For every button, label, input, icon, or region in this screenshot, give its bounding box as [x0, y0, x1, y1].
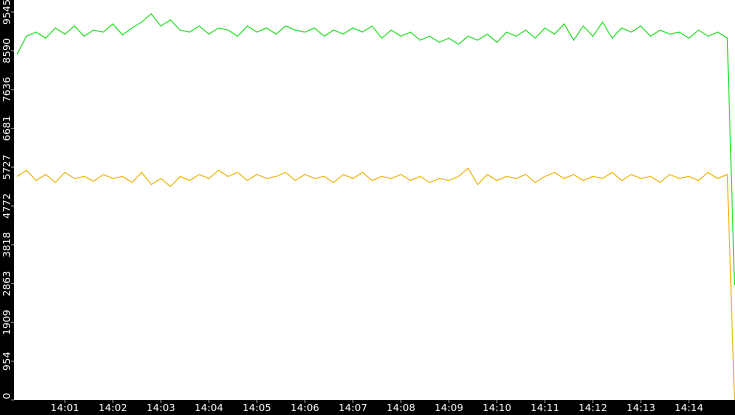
x-tick-label: 14:06: [290, 403, 319, 414]
x-tick-label: 14:11: [530, 403, 559, 414]
y-tick-label: 4772: [2, 193, 13, 218]
x-tick-label: 14:05: [242, 403, 271, 414]
x-tick-label: 14:13: [627, 403, 656, 414]
x-tick-label: 14:02: [98, 403, 127, 414]
y-tick-label: 7636: [2, 77, 13, 102]
y-tick-label: 9545: [2, 0, 13, 25]
x-tick-label: 14:10: [482, 403, 511, 414]
x-tick-label: 14:01: [50, 403, 79, 414]
y-tick-label: 1909: [2, 310, 13, 335]
y-tick-label: 6681: [2, 116, 13, 141]
x-tick-label: 14:14: [675, 403, 704, 414]
plot-area: [14, 0, 735, 400]
y-tick-label: 2863: [2, 271, 13, 296]
y-tick-label: 5727: [2, 154, 13, 179]
y-tick-label: 0: [2, 393, 13, 399]
x-tick-label: 14:04: [194, 403, 223, 414]
x-tick-label: 14:08: [386, 403, 415, 414]
y-tick-label: 954: [2, 352, 13, 371]
series-line: [16, 13, 735, 286]
x-tick-label: 14:03: [146, 403, 175, 414]
x-tick-label: 14:12: [578, 403, 607, 414]
y-tick-label: 8590: [2, 38, 13, 63]
y-tick-label: 3818: [2, 232, 13, 257]
x-tick-label: 14:07: [338, 403, 367, 414]
series-line: [16, 167, 735, 401]
x-tick-label: 14:09: [434, 403, 463, 414]
